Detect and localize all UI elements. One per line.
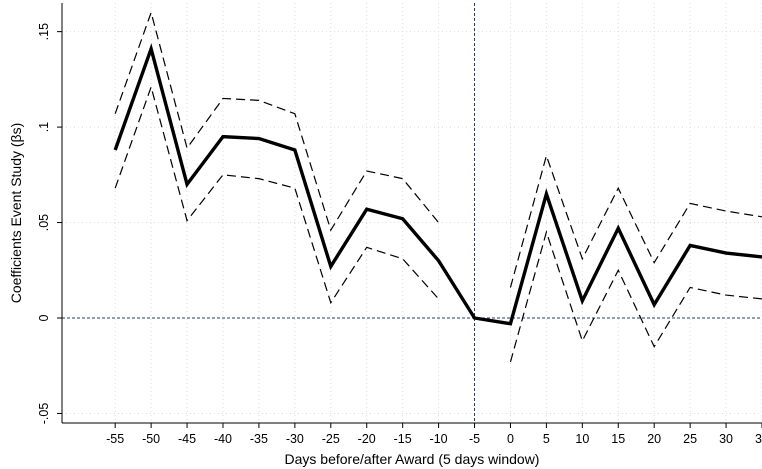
x-tick-label: -5: [469, 432, 480, 446]
x-tick-label: -30: [286, 432, 304, 446]
x-tick-label: -50: [142, 432, 160, 446]
ci-upper-line: [509, 153, 762, 288]
x-tick-label: -35: [250, 432, 268, 446]
y-tick-label: 0: [37, 314, 51, 321]
x-tick-label: -25: [322, 432, 340, 446]
x-tick-label: 35: [755, 432, 762, 446]
grid-lines: [62, 3, 762, 423]
y-tick-label: .05: [37, 214, 51, 231]
x-tick-label: -10: [430, 432, 448, 446]
ci-upper-line: [114, 10, 440, 232]
estimate-line: [113, 43, 762, 326]
x-tick-label: -15: [394, 432, 412, 446]
x-tick-label: 20: [647, 432, 661, 446]
axes: -.050.05.1.15-55 -50 -45 -40 -35 -30 -25 -20 -15…: [37, 3, 762, 446]
x-tick-label: 30: [719, 432, 733, 446]
x-tick-label: -45: [178, 432, 196, 446]
reference-lines: [62, 3, 762, 423]
ci-lower-line: [114, 84, 440, 305]
series-lines: [113, 10, 762, 363]
ci-lower-line: [509, 230, 762, 363]
y-axis-title: Coefficients Event Study (βs): [8, 123, 24, 304]
x-tick-label: -40: [214, 432, 232, 446]
x-tick-label: 10: [575, 432, 589, 446]
y-tick-label: .1: [37, 122, 51, 132]
x-tick-label: -55: [106, 432, 124, 446]
x-tick-label: 25: [683, 432, 697, 446]
y-tick-label: -.05: [37, 403, 51, 425]
y-tick-label: .15: [37, 23, 51, 40]
x-tick-label: -20: [358, 432, 376, 446]
x-tick-label: 5: [543, 432, 550, 446]
x-tick-label: 15: [611, 432, 625, 446]
x-axis-title: Days before/after Award (5 days window): [285, 451, 540, 467]
x-tick-label: 0: [507, 432, 514, 446]
